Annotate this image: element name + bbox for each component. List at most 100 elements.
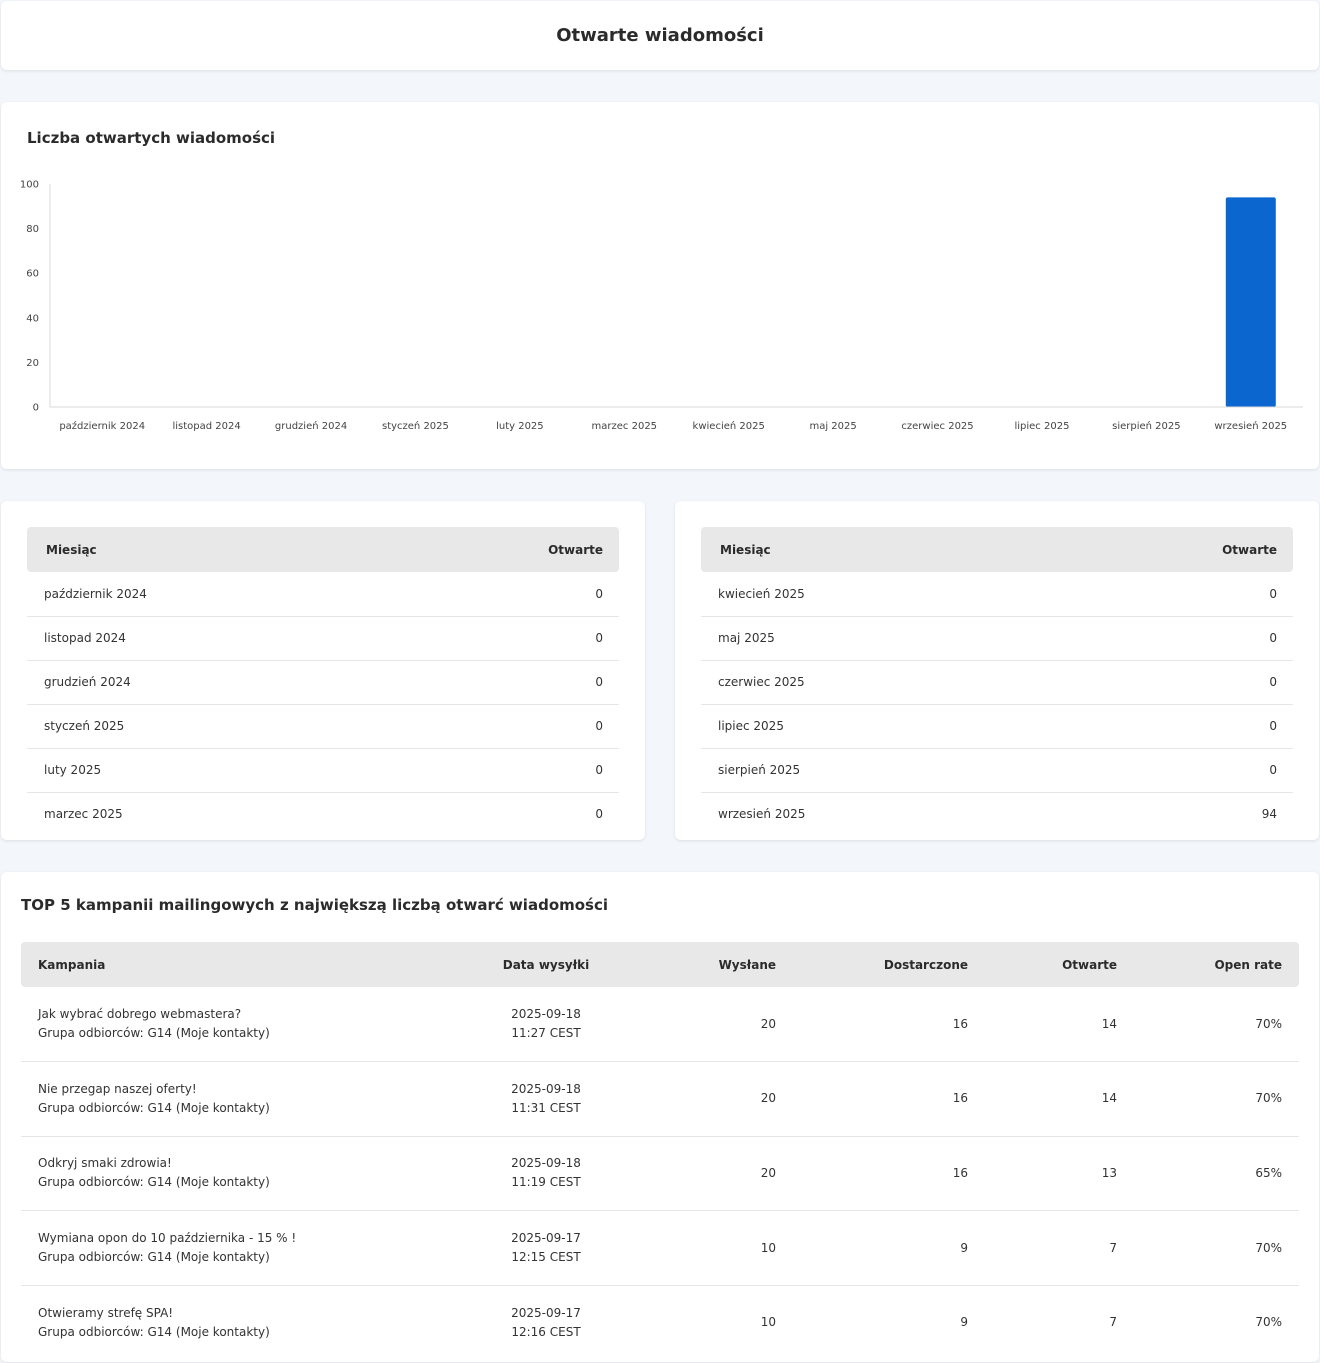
table-row: grudzień 2024 0 bbox=[27, 660, 619, 705]
table-header-row: Miesiąc Otwarte bbox=[701, 527, 1293, 572]
month-cell: grudzień 2024 bbox=[27, 660, 399, 705]
send-time: 12:16 CEST bbox=[511, 1324, 581, 1339]
open-rate-cell: 70% bbox=[1117, 1061, 1299, 1137]
month-cell: sierpień 2025 bbox=[701, 748, 1054, 793]
month-cell: marzec 2025 bbox=[44, 807, 123, 822]
open-rate-cell: 70% bbox=[1117, 1210, 1299, 1286]
opened-cell: 0 bbox=[398, 616, 619, 661]
opened-cell: 0 bbox=[398, 748, 619, 793]
column-header-delivered: Dostarczone bbox=[883, 957, 968, 972]
x-tick-label: październik 2024 bbox=[59, 420, 145, 432]
recipient-group: Grupa odbiorców: G14 (Moje kontakty) bbox=[38, 1026, 270, 1041]
page-title: Otwarte wiadomości bbox=[556, 25, 764, 46]
month-cell: lipiec 2025 bbox=[701, 704, 1054, 749]
send-time: 11:19 CEST bbox=[511, 1175, 581, 1190]
opened-cell: 0 bbox=[1053, 704, 1293, 749]
column-header-opened: Otwarte bbox=[548, 542, 603, 557]
send-date: 2025-09-18 bbox=[511, 1007, 581, 1022]
column-header-opened: Otwarte bbox=[1062, 957, 1117, 972]
sent-cell: 20 bbox=[651, 987, 776, 1063]
chart-title: Liczba otwartych wiadomości bbox=[27, 129, 276, 147]
opened-cell: 0 bbox=[1053, 748, 1293, 793]
opened-cell: 14 bbox=[968, 987, 1117, 1063]
table-row: sierpień 2025 0 bbox=[701, 748, 1293, 793]
recipient-group: Grupa odbiorców: G14 (Moje kontakty) bbox=[38, 1100, 270, 1115]
delivered-cell: 16 bbox=[776, 1061, 968, 1137]
opened-cell: 0 bbox=[1053, 660, 1293, 705]
sent-cell: 10 bbox=[760, 1315, 776, 1330]
table-row: maj 2025 0 bbox=[701, 616, 1293, 661]
opened-cell: 7 bbox=[1109, 1315, 1117, 1330]
campaign-name: Otwieramy strefę SPA! bbox=[38, 1305, 174, 1320]
monthly-table-right-card: Miesiąc Otwarte kwiecień 2025 0 maj 2025 0 c… bbox=[675, 501, 1319, 840]
column-header-opened: Otwarte bbox=[1222, 542, 1277, 557]
y-tick-label: 80 bbox=[26, 224, 39, 235]
sent-cell: 20 bbox=[651, 1136, 776, 1212]
month-cell: maj 2025 bbox=[701, 616, 1054, 661]
send-date-cell: 2025-09-17 12:16 CEST bbox=[441, 1285, 651, 1360]
send-date: 2025-09-17 bbox=[511, 1231, 581, 1246]
x-tick-label: sierpień 2025 bbox=[1112, 420, 1181, 432]
bar bbox=[1225, 197, 1276, 407]
table-row: lipiec 2025 0 bbox=[701, 704, 1293, 749]
opened-cell: 0 bbox=[398, 572, 619, 617]
table-header-row: Miesiąc Otwarte bbox=[27, 527, 619, 572]
table-row: wrzesień 2025 94 bbox=[701, 792, 1293, 836]
column-header-open-rate: Open rate bbox=[1214, 957, 1282, 972]
y-tick-label: 20 bbox=[26, 358, 39, 369]
y-tick-label: 0 bbox=[33, 403, 39, 414]
table-row: styczeń 2025 0 bbox=[27, 704, 619, 749]
month-cell: czerwiec 2025 bbox=[701, 660, 1054, 705]
column-header-send-date: Data wysyłki bbox=[502, 957, 590, 972]
delivered-cell: 9 bbox=[776, 1210, 968, 1286]
campaign-cell: Otwieramy strefę SPA! Grupa odbiorców: G1… bbox=[21, 1285, 441, 1360]
campaign-cell: Nie przegap naszej oferty! Grupa odbiorcó… bbox=[21, 1061, 441, 1137]
send-date-cell: 2025-09-18 11:31 CEST bbox=[441, 1061, 651, 1137]
send-date: 2025-09-18 bbox=[511, 1081, 581, 1096]
send-date: 2025-09-17 bbox=[511, 1305, 581, 1320]
opened-cell: 0 bbox=[595, 807, 603, 822]
opened-cell: 14 bbox=[968, 1061, 1117, 1137]
table-row: Wymiana opon do 10 października - 15 % !… bbox=[21, 1210, 1299, 1286]
send-time: 12:15 CEST bbox=[511, 1250, 581, 1265]
monthly-table-left: Miesiąc Otwarte październik 2024 0 listopa… bbox=[27, 527, 619, 836]
open-rate-cell: 65% bbox=[1117, 1136, 1299, 1212]
x-tick-label: czerwiec 2025 bbox=[901, 421, 973, 432]
x-tick-label: luty 2025 bbox=[496, 421, 544, 432]
send-time: 11:27 CEST bbox=[511, 1026, 581, 1041]
send-time: 11:31 CEST bbox=[511, 1100, 581, 1115]
chart-card: Liczba otwartych wiadomości 0 20 40 60 80 100… bbox=[1, 102, 1319, 469]
opened-cell: 0 bbox=[1053, 616, 1293, 661]
open-rate-cell: 70% bbox=[1117, 987, 1299, 1063]
recipient-group: Grupa odbiorców: G14 (Moje kontakty) bbox=[38, 1250, 270, 1265]
campaign-cell: Jak wybrać dobrego webmastera? Grupa odbi… bbox=[21, 987, 441, 1063]
month-cell: styczeń 2025 bbox=[27, 704, 399, 749]
opened-cell: 7 bbox=[968, 1210, 1117, 1286]
x-tick-label: maj 2025 bbox=[809, 421, 856, 432]
recipient-group: Grupa odbiorców: G14 (Moje kontakty) bbox=[38, 1175, 270, 1190]
table-row: Odkryj smaki zdrowia! Grupa odbiorców: G1… bbox=[21, 1136, 1299, 1212]
table-header-row: Kampania Data wysyłki Wysłane Dostarczon… bbox=[21, 942, 1299, 987]
bar-chart: 0 20 40 60 80 100 październik 2024 listopad 20… bbox=[20, 180, 1303, 432]
month-cell: wrzesień 2025 bbox=[718, 807, 806, 822]
table-row: czerwiec 2025 0 bbox=[701, 660, 1293, 705]
campaign-name: Wymiana opon do 10 października - 15 % ! bbox=[38, 1231, 297, 1246]
table-row: listopad 2024 0 bbox=[27, 616, 619, 661]
top-campaigns-title: TOP 5 kampanii mailingowych z największą… bbox=[21, 896, 609, 914]
top-campaigns-table: Kampania Data wysyłki Wysłane Dostarczon… bbox=[21, 942, 1299, 1360]
opened-cell: 94 bbox=[1261, 807, 1277, 822]
top-campaigns-card: TOP 5 kampanii mailingowych z największą… bbox=[1, 872, 1319, 1362]
campaign-cell: Odkryj smaki zdrowia! Grupa odbiorców: G1… bbox=[21, 1136, 441, 1212]
y-tick-label: 100 bbox=[20, 180, 39, 191]
table-row: Otwieramy strefę SPA! Grupa odbiorców: G1… bbox=[21, 1285, 1299, 1360]
column-header-month: Miesiąc bbox=[720, 542, 771, 557]
opened-cell: 13 bbox=[968, 1136, 1117, 1212]
send-date-cell: 2025-09-17 12:15 CEST bbox=[441, 1210, 651, 1286]
month-cell: listopad 2024 bbox=[27, 616, 399, 661]
delivered-cell: 9 bbox=[960, 1315, 968, 1330]
x-tick-label: marzec 2025 bbox=[592, 421, 658, 432]
table-row: Nie przegap naszej oferty! Grupa odbiorcó… bbox=[21, 1061, 1299, 1137]
column-header-sent: Wysłane bbox=[718, 957, 776, 972]
table-row: październik 2024 0 bbox=[27, 572, 619, 617]
monthly-table-right: Miesiąc Otwarte kwiecień 2025 0 maj 2025 0 c… bbox=[701, 527, 1293, 836]
